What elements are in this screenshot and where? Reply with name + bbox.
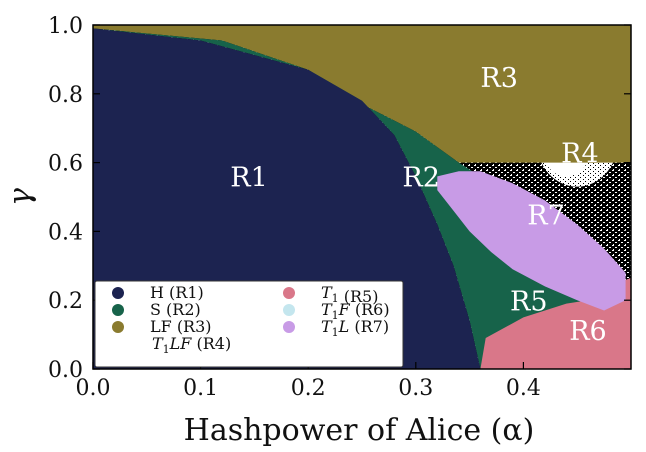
region-label-r4: R4 [561, 139, 599, 170]
x-tick-label: 0.3 [398, 376, 433, 401]
y-tick-label: 0.4 [48, 220, 83, 245]
y-tick-label: 0.0 [48, 358, 83, 383]
region-label-r2: R2 [402, 163, 440, 194]
legend-marker-r7 [283, 321, 295, 333]
region-label-r3: R3 [480, 63, 518, 94]
x-tick-label: 0.0 [76, 376, 111, 401]
legend-entry-r7: T1L (R7) [321, 317, 389, 339]
y-tick-label: 0.8 [48, 83, 83, 108]
legend-entry-r2: S (R2) [150, 300, 201, 319]
plot-frame [92, 24, 632, 370]
y-tick-label: 1.0 [48, 14, 83, 39]
region-label-r5: R5 [510, 287, 548, 318]
region-r3 [93, 25, 631, 163]
legend-marker-r5 [283, 287, 295, 299]
region-r2 [93, 28, 599, 369]
legend: H (R1)S (R2)LF (R3)T1LF (R4) T1 (R5)T1F (… [94, 280, 404, 368]
legend-entry-r3: LF (R3) [150, 317, 212, 336]
axis-ticks: 0.0 0.1 0.2 0.3 0.4 0.0 0.2 0.4 0.6 0.8 1.0 [48, 14, 631, 401]
legend-entry-r1: H (R1) [150, 283, 204, 302]
region-label-r1: R1 [230, 163, 268, 194]
region-r7 [437, 171, 626, 311]
region-label-r6: R6 [569, 316, 607, 347]
legend-marker-r2 [112, 304, 124, 316]
legend-marker-r6 [283, 304, 295, 316]
legend-box [94, 280, 404, 368]
region-labels: R1 R2 R3 R4 R5 R6 R7 [230, 63, 606, 347]
x-tick-label: 0.4 [506, 376, 541, 401]
region-label-r7: R7 [527, 201, 565, 232]
legend-marker-r1 [112, 287, 124, 299]
legend-entry-r5: T1 (R5) [321, 283, 378, 306]
legend-entry-r6: T1F (R6) [321, 300, 390, 322]
y-axis-label: γ [3, 188, 38, 206]
y-tick-label: 0.6 [48, 152, 83, 177]
x-tick-label: 0.1 [183, 376, 218, 401]
legend-entry-r4: T1LF (R4) [152, 334, 231, 356]
legend-marker-r3 [112, 321, 124, 333]
y-tick-label: 0.2 [48, 289, 83, 314]
x-axis-label: Hashpower of Alice (α) [184, 413, 535, 448]
x-tick-label: 0.2 [291, 376, 326, 401]
